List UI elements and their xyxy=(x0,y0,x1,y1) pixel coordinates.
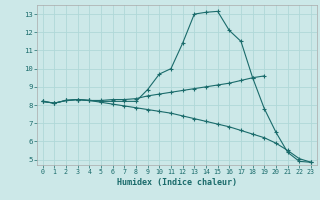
X-axis label: Humidex (Indice chaleur): Humidex (Indice chaleur) xyxy=(117,178,237,187)
